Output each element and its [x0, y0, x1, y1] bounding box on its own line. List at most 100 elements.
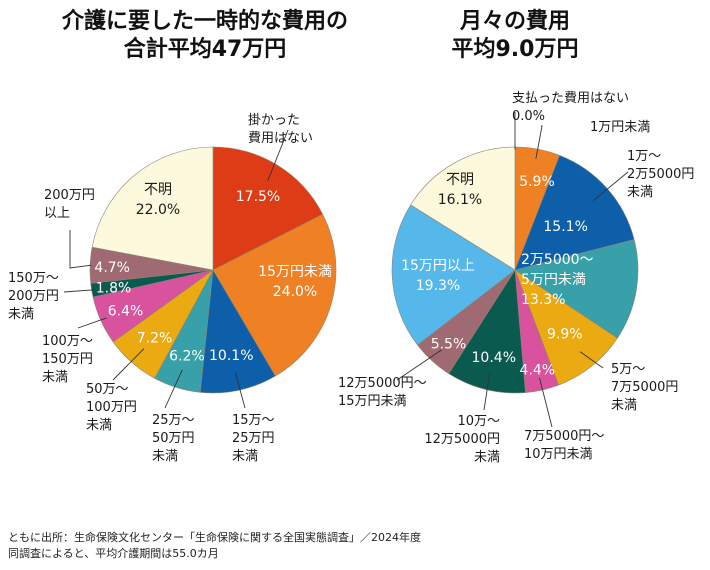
slice-value-label: 15.1%: [543, 219, 587, 235]
callout-label-line: 未満: [232, 449, 258, 464]
callout-label-line: 未満: [8, 307, 34, 322]
callout-label-line: 200万円: [8, 289, 59, 304]
slice-label-line: 10.1%: [209, 348, 253, 364]
callout-label-line: 未満: [86, 418, 112, 433]
slice-value-label: 1.8%: [96, 281, 132, 297]
slice-category-label: 25万～ 50万円未満: [152, 413, 195, 464]
pie-slice: [391, 204, 516, 346]
slice-value-label: 4.4%: [520, 362, 556, 378]
callout-label-line: 15万～: [232, 413, 275, 428]
callout-label-line: 費用はない: [248, 131, 313, 146]
slice-category-label: 50万～ 100万円未満: [86, 382, 137, 433]
left-chart-title: 介護に要した一時的な費用の 合計平均47万円: [40, 8, 370, 64]
callout-label-line: 12万5000円: [424, 432, 500, 447]
slice-category-label: 15万～ 25万円未満: [232, 413, 275, 464]
pie-slice: [212, 213, 337, 377]
slice-value-label: 9.9%: [547, 327, 583, 343]
slice-label-line: 24.0%: [273, 284, 317, 300]
slice-value-label: 6.2%: [169, 349, 205, 365]
callout-label-line: 200万円: [44, 188, 95, 203]
slice-label-line: 15万円以上: [401, 258, 475, 274]
slice-label-line: 4.4%: [520, 362, 556, 378]
slice-value-label: 2万5000～ 5万円未満 13.3%: [521, 252, 594, 308]
slice-label-line: 10.4%: [472, 350, 516, 366]
pie-slice: [514, 269, 618, 386]
callout-label-line: 1万～: [627, 149, 661, 164]
callout-label-line: 25万円: [232, 431, 275, 446]
slice-category-label: 7万5000円～ 10万円未満: [524, 429, 604, 462]
callout-label-line: 0.0%: [512, 109, 545, 124]
slice-value-label: 10.1%: [209, 348, 253, 364]
callout-label-line: 1万円未満: [590, 120, 650, 135]
slice-value-label: 15万円未満 24.0%: [258, 264, 332, 300]
slice-category-label: 掛かった費用はない: [248, 113, 313, 146]
callout-label-line: 2万5000円: [627, 167, 694, 182]
callout-label-line: 15万円未満: [338, 394, 407, 409]
callout-label-line: 100万円: [86, 400, 137, 415]
slice-label-line: 15万円未満: [258, 264, 332, 280]
slice-value-label: 不明 16.1%: [438, 172, 482, 208]
slice-value-label: 5.5%: [431, 337, 467, 353]
slice-label-line: 6.2%: [169, 349, 205, 365]
callout-label-line: 支払った費用はない: [512, 91, 629, 106]
source-note: ともに出所：生命保険文化センター「生命保険に関する全国実態調査」／2024年度: [8, 531, 421, 544]
pie-slice: [514, 154, 635, 271]
callout-leader-line: [267, 129, 289, 182]
callout-label-line: 50万～: [86, 382, 129, 397]
slice-label-line: 4.7%: [94, 260, 130, 276]
care-period-note: 同調査によると、平均介護期間は55.0カ月: [8, 547, 219, 560]
slice-label-line: 不明: [144, 182, 172, 198]
pie-slice: [199, 269, 276, 394]
slice-label-line: 5万円未満: [521, 272, 586, 288]
right-chart-title-line-2: 平均9.0万円: [451, 37, 579, 62]
slice-value-label: 5.9%: [519, 174, 555, 190]
callout-leader-line: [396, 349, 443, 381]
slice-value-label: 不明 22.0%: [136, 182, 180, 218]
callout-leader-line: [539, 377, 553, 428]
callout-label-line: 12万5000円～: [338, 376, 427, 391]
callout-leader-line: [63, 289, 95, 293]
callout-label-line: 50万円: [152, 431, 195, 446]
slice-value-label: 7.2%: [137, 331, 173, 347]
right-pie-chart: 5.9% 15.1% 2万5000～ 5万円未満 13.3% 9.9% 4.4%10.4% 5…: [391, 146, 639, 394]
slice-label-line: 13.3%: [521, 292, 565, 308]
pie-slice: [91, 146, 214, 271]
callout-leader-line: [234, 372, 246, 409]
slice-label-line: 16.1%: [438, 192, 482, 208]
slice-label-line: 不明: [446, 172, 474, 188]
right-chart-title-line-1: 月々の費用: [459, 9, 570, 34]
slice-label-line: 5.5%: [431, 337, 467, 353]
callout-leader-line: [112, 348, 145, 381]
callout-label-line: 10万円未満: [524, 447, 593, 462]
pie-slice: [212, 146, 324, 271]
callout-label-line: 10万～: [457, 414, 500, 429]
callout-label-line: 7万5000円: [611, 380, 678, 395]
slice-value-label: 10.4%: [472, 350, 516, 366]
pie-slice: [514, 239, 639, 339]
callout-label-line: 150万～: [8, 271, 59, 286]
slice-label-line: 9.9%: [547, 327, 583, 343]
callout-leader-line: [77, 317, 107, 329]
callout-label-line: 150万円: [42, 352, 93, 367]
slice-category-label: 1万円未満: [590, 120, 650, 135]
callout-label-line: 未満: [611, 398, 637, 413]
slice-value-label: 4.7%: [94, 260, 130, 276]
slice-value-label: 17.5%: [236, 189, 280, 205]
left-chart-title-line-2: 合計平均47万円: [123, 37, 287, 62]
slice-label-line: 22.0%: [136, 202, 180, 218]
callout-label-line: 25万～: [152, 413, 195, 428]
callout-leader-line: [69, 230, 92, 269]
slice-category-label: 支払った費用はない 0.0%: [512, 91, 629, 124]
slice-category-label: 150万～ 200万円未満: [8, 271, 59, 322]
callout-leader-line: [164, 369, 183, 409]
callout-label-line: 未満: [152, 449, 178, 464]
slice-category-label: 200万円以上: [44, 188, 95, 221]
callout-label-line: 未満: [627, 185, 653, 200]
callout-label-line: 7万5000円～: [524, 429, 604, 444]
callout-label-line: 5万～: [611, 362, 645, 377]
slice-label-line: 17.5%: [236, 189, 280, 205]
callout-label-line: 掛かった: [248, 113, 300, 128]
slice-label-line: 6.4%: [108, 303, 144, 319]
left-chart-title-line-1: 介護に要した一時的な費用の: [61, 9, 348, 34]
